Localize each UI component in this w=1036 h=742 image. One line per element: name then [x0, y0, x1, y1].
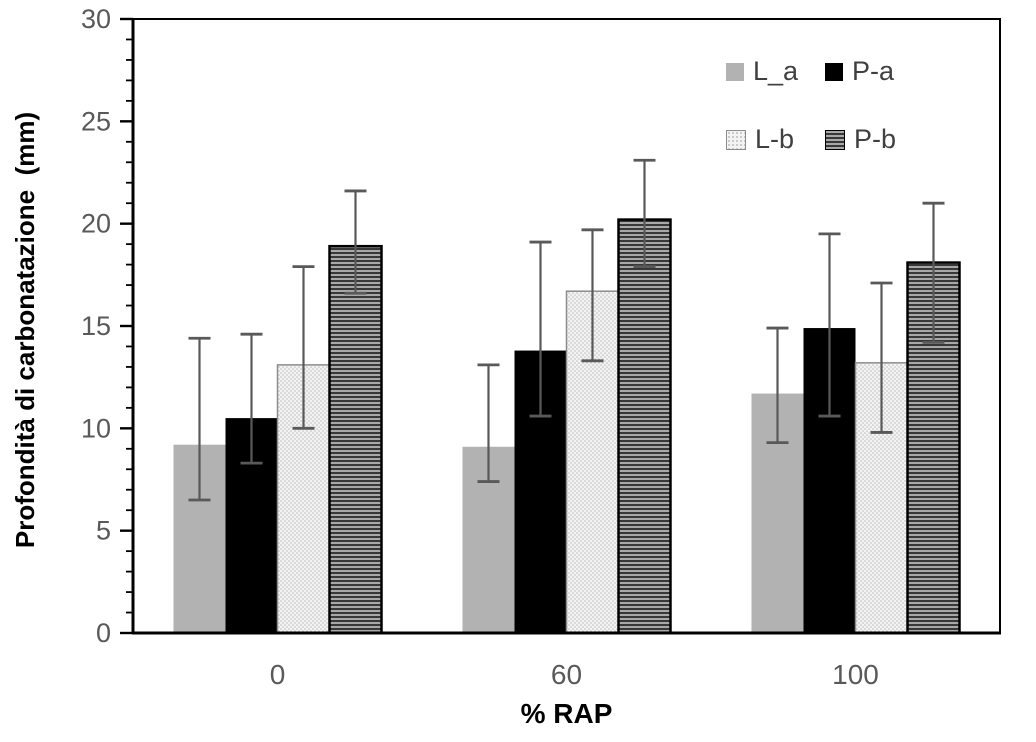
legend-label-lb: L-b — [755, 124, 795, 154]
legend-label-la: L_a — [753, 56, 799, 86]
legend-swatch-pa-icon — [825, 62, 843, 81]
legend-item-pb: P-b — [825, 124, 896, 155]
x-axis-title: % RAP — [520, 698, 613, 729]
legend-swatch-lb-icon — [726, 129, 746, 150]
bar-P-b-0 — [328, 244, 383, 635]
x-tick-label-100: 100 — [832, 659, 879, 690]
y-tick-label-20: 20 — [81, 209, 111, 239]
y-tick-label-5: 5 — [96, 516, 111, 546]
bar-P-b-60 — [617, 218, 672, 635]
legend-label-pb: P-b — [854, 124, 897, 154]
x-tick-label-60: 60 — [551, 659, 582, 690]
legend-swatch-la-icon — [726, 62, 744, 81]
y-axis-title: Profondità di carbonatazione (mm) — [10, 111, 40, 549]
x-tick-label-0: 0 — [270, 659, 286, 690]
legend-label-pa: P-a — [852, 56, 895, 86]
legend-item-pa: P-a — [825, 56, 894, 87]
legend-swatch-pb-icon — [825, 129, 845, 150]
y-tick-label-15: 15 — [81, 311, 111, 341]
y-tick-label-25: 25 — [81, 106, 111, 136]
legend-item-lb: L-b — [726, 124, 794, 155]
legend-item-la: L_a — [726, 56, 798, 87]
y-tick-label-30: 30 — [81, 4, 111, 34]
y-tick-label-10: 10 — [81, 413, 111, 443]
y-tick-label-0: 0 — [96, 618, 111, 648]
